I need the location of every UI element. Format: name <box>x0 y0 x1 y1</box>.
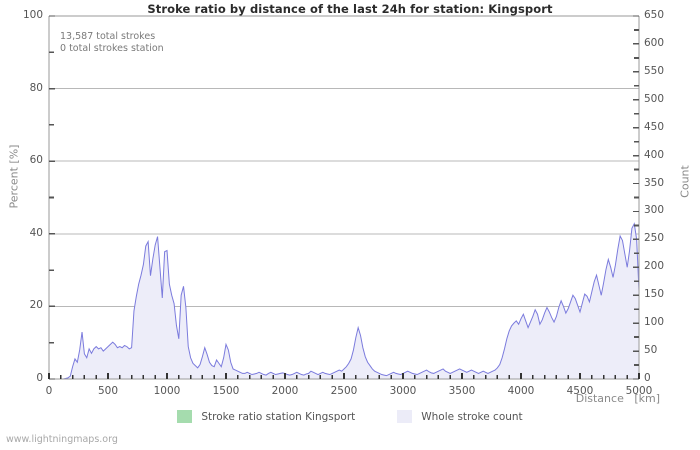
data-area-fill <box>49 40 639 379</box>
tick-label: 4000 <box>507 385 535 397</box>
grid-lines <box>49 15 639 307</box>
chart-title: Stroke ratio by distance of the last 24h… <box>147 2 553 16</box>
tick-label: 2000 <box>271 385 299 397</box>
tick-label: 250 <box>644 232 665 245</box>
chart-legend: Stroke ratio station Kingsport Whole stro… <box>0 410 700 423</box>
tick-label: 500 <box>644 92 665 105</box>
tick-label: 100 <box>644 316 665 329</box>
tick-label: 100 <box>22 9 43 21</box>
footer-watermark: www.lightningmaps.org <box>6 434 118 445</box>
tick-label: 1000 <box>153 385 181 397</box>
tick-label: 60 <box>29 154 43 167</box>
tick-label: 0 <box>644 372 651 384</box>
legend-swatch-icon <box>177 410 193 423</box>
tick-label: 40 <box>29 226 43 239</box>
tick-label: 400 <box>644 148 665 161</box>
axis-ticks <box>48 15 640 380</box>
tick-label: 650 <box>644 9 665 21</box>
tick-label: 2500 <box>330 385 358 397</box>
legend-label: Stroke ratio station Kingsport <box>201 410 356 423</box>
tick-label: 0 <box>36 372 43 384</box>
tick-label: 350 <box>644 176 665 189</box>
tick-label: 20 <box>29 299 43 312</box>
tick-label: 300 <box>644 204 665 217</box>
tick-label: 5000 <box>625 385 653 397</box>
tick-label: 450 <box>644 120 665 133</box>
tick-label: 80 <box>29 81 43 94</box>
tick-label: 500 <box>97 385 119 397</box>
tick-label: 4500 <box>566 385 594 397</box>
tick-label: 550 <box>644 64 665 77</box>
annotation-total-strokes-station: 0 total strokes station <box>60 43 164 54</box>
tick-label: 200 <box>644 260 665 273</box>
tick-label: 3500 <box>448 385 476 397</box>
x-axis-label: Distance [km] <box>575 392 660 405</box>
legend-stroke-ratio-station[interactable]: Stroke ratio station Kingsport <box>177 410 355 423</box>
annotation-total-strokes: 13,587 total strokes <box>60 31 156 42</box>
tick-label: 600 <box>644 36 665 49</box>
tick-label: 1500 <box>212 385 240 397</box>
legend-swatch-icon <box>397 410 413 423</box>
tick-label: 150 <box>644 288 665 301</box>
legend-label: Whole stroke count <box>421 410 523 423</box>
tick-label: 50 <box>644 344 658 357</box>
tick-label: 0 <box>45 385 53 397</box>
legend-whole-stroke-count[interactable]: Whole stroke count <box>397 410 523 423</box>
tick-label: 3000 <box>389 385 417 397</box>
